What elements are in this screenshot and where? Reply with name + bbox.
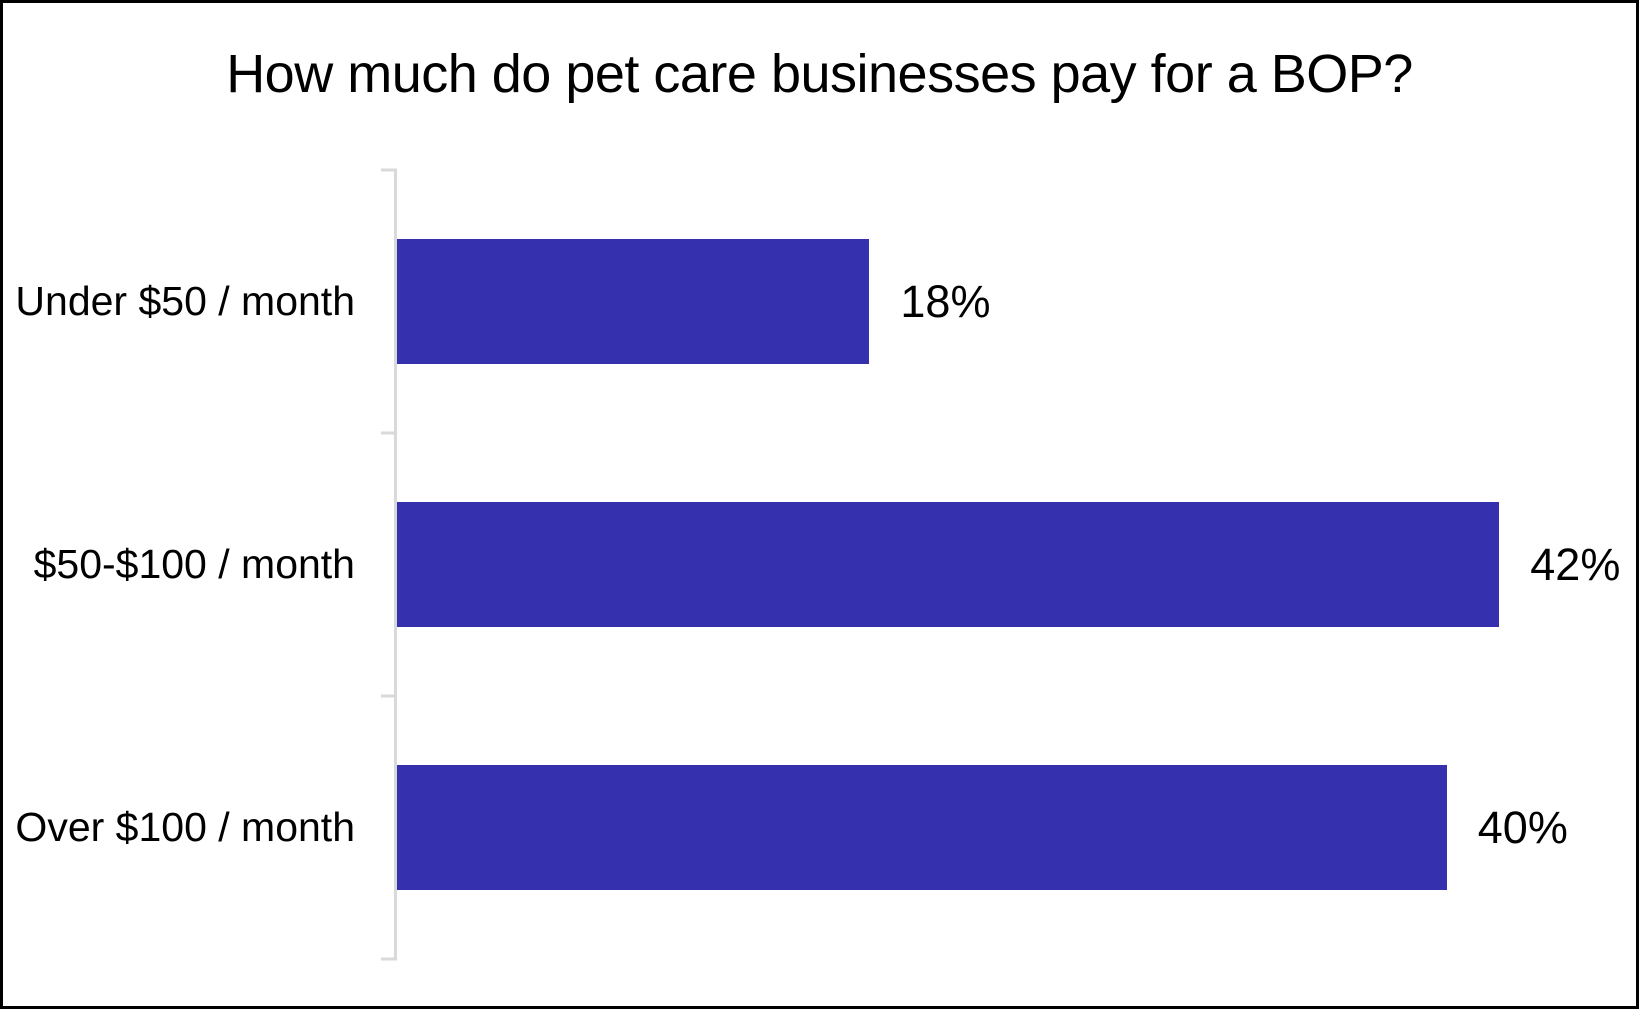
bar-band: 42% <box>397 433 1620 696</box>
plot-area: 18% 42% 40% <box>381 168 1620 961</box>
chart-title: How much do pet care businesses pay for … <box>226 44 1413 104</box>
bar-value-label: 18% <box>900 275 991 327</box>
category-label: $50-$100 / month <box>33 541 355 587</box>
bar <box>397 502 1500 627</box>
axis-tick <box>381 694 397 698</box>
bar <box>397 239 870 364</box>
category-label: Under $50 / month <box>15 278 355 324</box>
category-axis-labels: Under $50 / month $50-$100 / month Over $1… <box>3 170 355 959</box>
bar-value-label: 40% <box>1477 801 1568 853</box>
category-label: Over $100 / month <box>15 804 355 850</box>
axis-tick <box>381 431 397 435</box>
bar-band: 18% <box>397 170 1578 433</box>
axis-tick <box>381 957 397 961</box>
bar-value-label: 42% <box>1530 538 1621 590</box>
bar-band: 40% <box>397 696 1578 959</box>
axis-tick <box>381 168 397 172</box>
bar <box>397 765 1447 890</box>
